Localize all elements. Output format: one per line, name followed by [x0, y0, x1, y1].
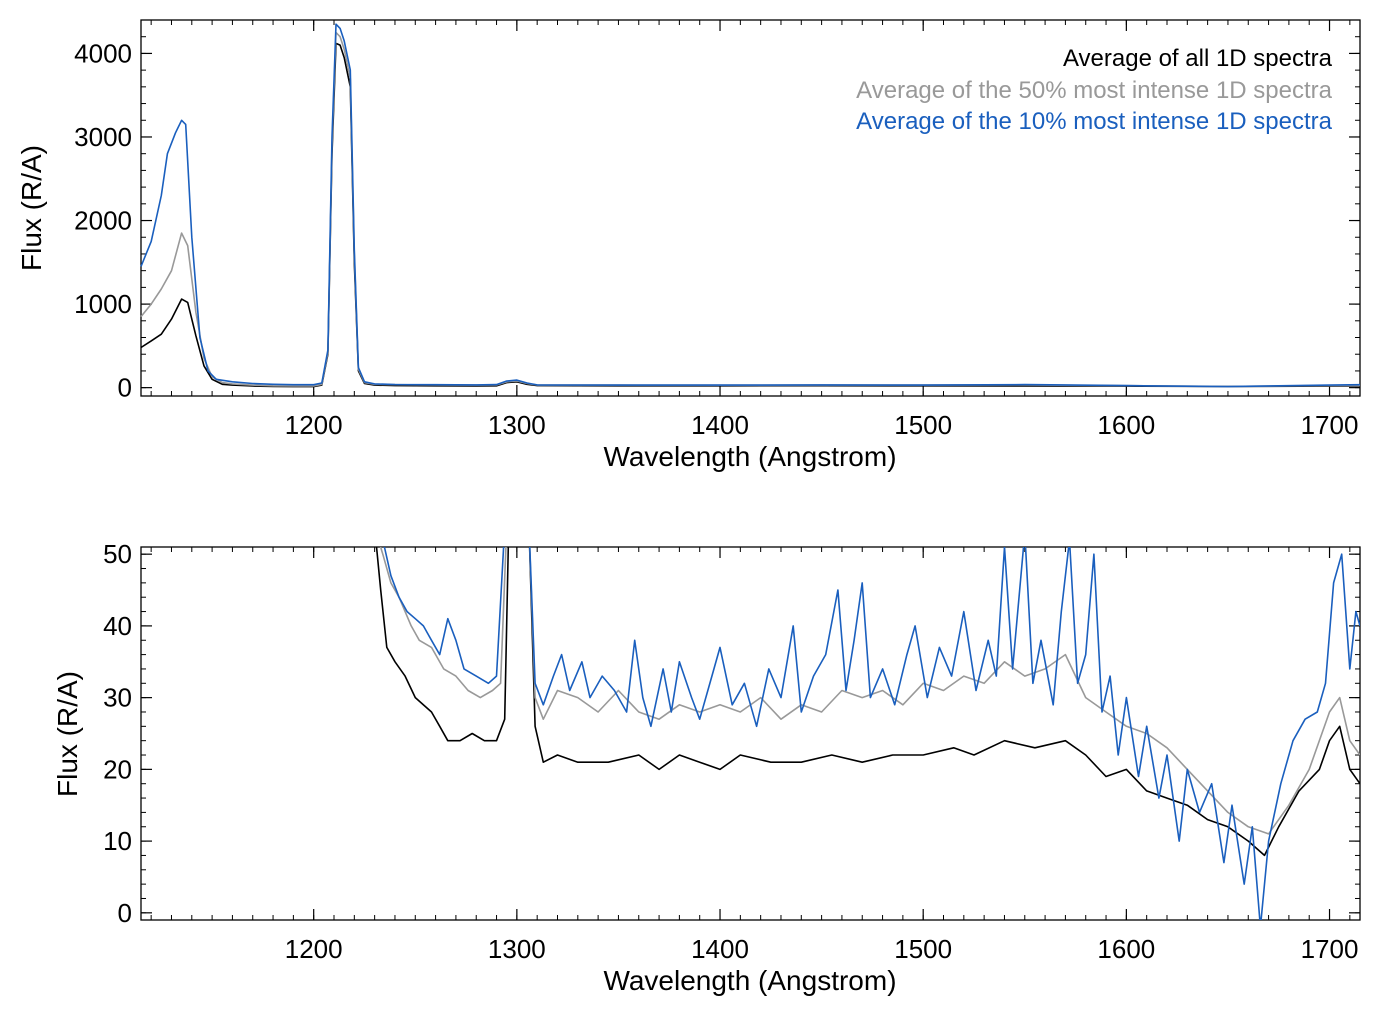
series-layer — [140, 23, 1361, 388]
x-tick-label: 1300 — [488, 934, 546, 964]
x-tick-label: 1400 — [691, 410, 749, 440]
y-tick-label: 50 — [103, 539, 132, 569]
y-tick-label: 0 — [118, 373, 132, 403]
legend-item-10pct: Average of the 10% most intense 1D spect… — [856, 108, 1332, 135]
y-tick-label: 4000 — [74, 38, 132, 68]
major-ticks — [141, 20, 1360, 396]
x-tick-label: 1500 — [894, 934, 952, 964]
x-tick-label: 1200 — [285, 934, 343, 964]
plot-frame — [140, 19, 1361, 397]
legend-item-50pct: Average of the 50% most intense 1D spect… — [856, 77, 1332, 104]
x-tick-label: 1700 — [1301, 410, 1359, 440]
panel-full-range: 1200 1300 1400 1500 1600 1700 0 1000 2000 3000 400… — [16, 19, 1361, 472]
y-axis-label: Flux (R/A) — [52, 671, 83, 797]
series-10pct-line — [140, 23, 1361, 388]
y-tick-label: 10 — [103, 826, 132, 856]
minor-ticks — [141, 547, 1360, 920]
x-tick-label: 1200 — [285, 410, 343, 440]
x-axis-label: Wavelength (Angstrom) — [603, 965, 896, 996]
y-axis-label: Flux (R/A) — [16, 145, 47, 271]
legend-item-all: Average of all 1D spectra — [1063, 45, 1333, 72]
y-tick-label: 3000 — [74, 122, 132, 152]
series-10pct-line — [383, 547, 1360, 920]
plot-frame — [140, 546, 1361, 921]
major-ticks — [141, 547, 1360, 920]
tick-labels: 1200 1300 1400 1500 1600 1700 0 10 20 30 40 50 — [103, 539, 1358, 964]
y-tick-label: 2000 — [74, 206, 132, 236]
x-tick-label: 1700 — [1301, 934, 1359, 964]
y-tick-label: 0 — [118, 898, 132, 928]
x-tick-label: 1500 — [894, 410, 952, 440]
x-tick-label: 1600 — [1097, 410, 1155, 440]
legend: Average of all 1D spectra Average of the… — [856, 45, 1332, 135]
series-layer — [375, 547, 1360, 920]
series-all-spectra-line — [375, 547, 1360, 857]
tick-labels: 1200 1300 1400 1500 1600 1700 0 1000 2000 3000 400… — [74, 38, 1358, 440]
y-tick-label: 1000 — [74, 289, 132, 319]
x-axis-label: Wavelength (Angstrom) — [603, 441, 896, 472]
x-tick-label: 1300 — [488, 410, 546, 440]
x-tick-label: 1400 — [691, 934, 749, 964]
y-tick-label: 20 — [103, 754, 132, 784]
y-tick-label: 40 — [103, 611, 132, 641]
x-tick-label: 1600 — [1097, 934, 1155, 964]
y-tick-label: 30 — [103, 683, 132, 713]
panel-zoomed: 1200 1300 1400 1500 1600 1700 0 10 20 30 40 50 Wave… — [52, 539, 1361, 996]
